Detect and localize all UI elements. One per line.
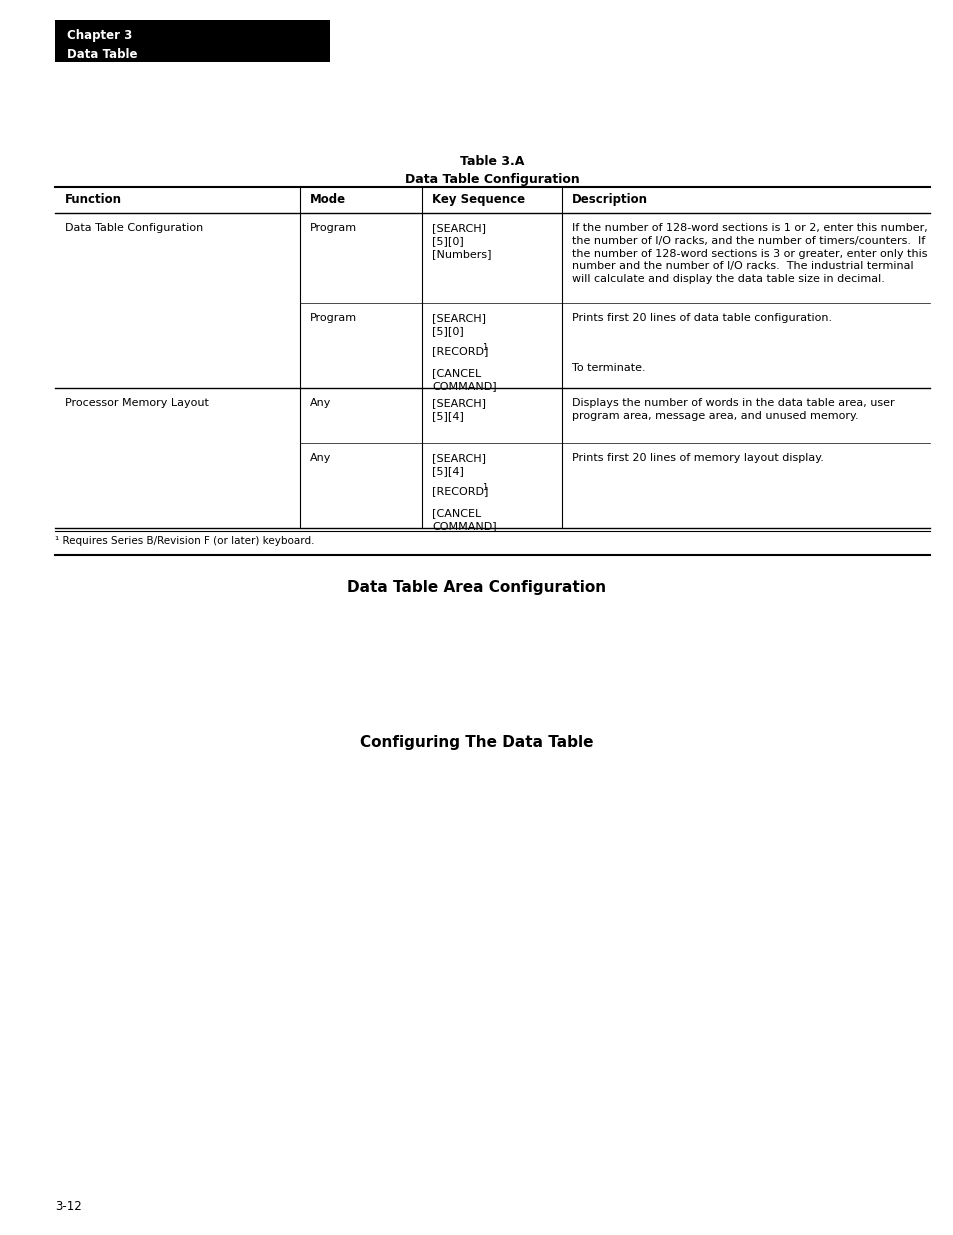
Text: Any: Any — [310, 398, 331, 408]
Text: [SEARCH]
[5][0]
[Numbers]: [SEARCH] [5][0] [Numbers] — [432, 224, 491, 258]
Text: Mode: Mode — [310, 193, 346, 206]
Bar — [55, 20, 330, 62]
Text: Processor Memory Layout: Processor Memory Layout — [65, 398, 209, 408]
Text: 1: 1 — [481, 483, 487, 492]
Text: [SEARCH]
[5][4]: [SEARCH] [5][4] — [432, 398, 485, 421]
Text: [SEARCH]
[5][4]: [SEARCH] [5][4] — [432, 453, 485, 475]
Text: Configuring The Data Table: Configuring The Data Table — [360, 735, 593, 750]
Text: Prints first 20 lines of memory layout display.: Prints first 20 lines of memory layout d… — [572, 453, 823, 463]
Text: Table 3.A: Table 3.A — [460, 156, 524, 168]
Text: [CANCEL
COMMAND]: [CANCEL COMMAND] — [432, 368, 497, 390]
Text: Chapter 3: Chapter 3 — [67, 28, 132, 42]
Text: 3-12: 3-12 — [55, 1200, 82, 1213]
Text: Function: Function — [65, 193, 122, 206]
Text: Program: Program — [310, 312, 356, 324]
Text: Data Table Configuration: Data Table Configuration — [405, 173, 579, 186]
Text: ¹ Requires Series B/Revision F (or later) keyboard.: ¹ Requires Series B/Revision F (or later… — [55, 536, 314, 546]
Text: If the number of 128-word sections is 1 or 2, enter this number,
the number of I: If the number of 128-word sections is 1 … — [572, 224, 926, 284]
Text: [CANCEL
COMMAND]: [CANCEL COMMAND] — [432, 508, 497, 531]
Text: Key Sequence: Key Sequence — [432, 193, 524, 206]
Text: Description: Description — [572, 193, 647, 206]
Text: Displays the number of words in the data table area, user
program area, message : Displays the number of words in the data… — [572, 398, 894, 421]
Text: Any: Any — [310, 453, 331, 463]
Text: Prints first 20 lines of data table configuration.: Prints first 20 lines of data table conf… — [572, 312, 831, 324]
Text: [RECORD]: [RECORD] — [432, 487, 488, 496]
Text: To terminate.: To terminate. — [572, 363, 645, 373]
Text: [SEARCH]
[5][0]: [SEARCH] [5][0] — [432, 312, 485, 336]
Text: [RECORD]: [RECORD] — [432, 346, 488, 356]
Text: 1: 1 — [481, 343, 487, 352]
Text: Data Table Area Configuration: Data Table Area Configuration — [347, 580, 606, 595]
Text: Data Table: Data Table — [67, 48, 137, 61]
Text: Program: Program — [310, 224, 356, 233]
Text: Data Table Configuration: Data Table Configuration — [65, 224, 203, 233]
